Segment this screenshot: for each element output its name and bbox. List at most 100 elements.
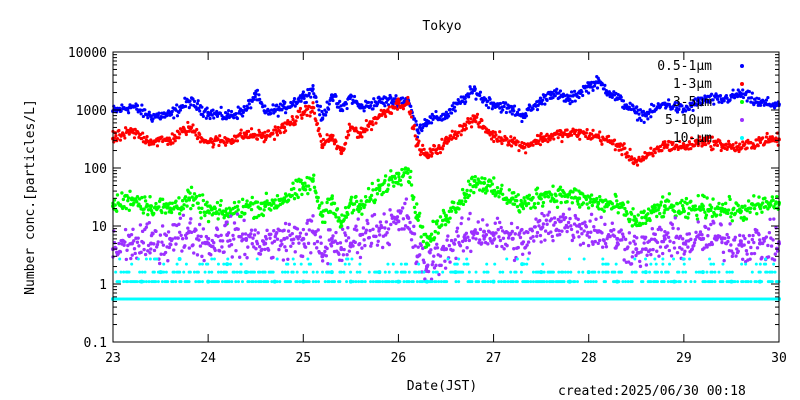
data-point: [475, 182, 480, 186]
data-point: [720, 240, 724, 245]
data-point: [455, 262, 459, 266]
data-point: [138, 280, 142, 284]
data-point: [206, 219, 211, 224]
data-point: [504, 101, 508, 105]
data-point: [300, 238, 304, 242]
data-point: [343, 262, 347, 266]
data-point: [761, 99, 766, 103]
data-point: [224, 143, 228, 147]
data-point: [566, 270, 570, 274]
data-point: [526, 280, 530, 284]
data-point: [744, 262, 748, 266]
data-point: [718, 94, 723, 98]
data-point: [243, 232, 248, 236]
data-point: [474, 270, 478, 274]
data-point: [721, 262, 725, 266]
data-point: [248, 204, 252, 208]
data-point: [537, 139, 541, 143]
data-point: [343, 233, 348, 237]
data-point: [319, 139, 323, 143]
data-point: [166, 280, 170, 284]
data-point: [362, 238, 366, 242]
data-point: [687, 232, 692, 236]
data-point: [227, 280, 231, 284]
data-point: [318, 134, 323, 138]
data-point: [333, 239, 337, 243]
data-point: [693, 238, 697, 242]
legend-label: 3-5μm: [673, 95, 712, 110]
data-point: [601, 262, 605, 266]
data-point: [551, 184, 555, 188]
data-point: [246, 129, 251, 133]
data-point: [331, 133, 335, 138]
data-point: [475, 231, 480, 236]
data-point: [302, 96, 306, 100]
data-point: [316, 195, 320, 200]
data-point: [196, 234, 200, 238]
data-point: [460, 187, 465, 192]
data-point: [151, 117, 155, 121]
data-point: [403, 270, 407, 274]
data-point: [360, 135, 364, 139]
data-point: [596, 241, 600, 246]
data-point: [436, 231, 440, 235]
data-point: [253, 228, 257, 232]
data-point: [369, 244, 373, 248]
data-point: [728, 270, 732, 274]
data-point: [138, 223, 143, 227]
data-point: [636, 213, 640, 217]
data-point: [555, 205, 560, 209]
data-point: [338, 280, 342, 284]
data-point: [500, 244, 504, 249]
data-point: [666, 231, 670, 235]
data-point: [211, 145, 215, 149]
data-point: [598, 130, 602, 134]
data-point: [680, 247, 684, 251]
data-point: [332, 142, 337, 146]
data-point: [715, 143, 720, 148]
data-point: [343, 205, 348, 210]
data-point: [596, 202, 600, 206]
data-point: [218, 203, 223, 208]
data-point: [551, 270, 555, 274]
data-point: [199, 234, 203, 239]
data-point: [207, 280, 211, 284]
data-point: [136, 236, 140, 240]
data-point: [637, 112, 641, 116]
data-point: [667, 192, 672, 196]
data-point: [256, 133, 260, 137]
data-point: [140, 195, 144, 200]
data-point: [386, 262, 390, 266]
data-point: [340, 258, 344, 263]
data-point: [166, 230, 171, 234]
data-point: [347, 249, 352, 253]
data-point: [454, 136, 458, 141]
data-point: [758, 238, 762, 242]
data-point: [512, 258, 517, 263]
data-point: [725, 232, 729, 237]
data-point: [646, 212, 650, 216]
data-point: [485, 189, 489, 193]
data-point: [303, 181, 307, 185]
data-point: [249, 228, 254, 232]
data-point: [240, 280, 244, 284]
data-point: [122, 270, 126, 274]
data-point: [440, 223, 444, 227]
data-point: [445, 238, 449, 242]
data-point: [509, 135, 513, 139]
data-point: [174, 280, 178, 284]
data-point: [531, 143, 535, 147]
data-point: [621, 99, 626, 103]
data-point: [371, 227, 375, 231]
data-point: [142, 247, 146, 252]
data-point: [144, 257, 148, 261]
data-point: [383, 226, 387, 230]
data-point: [418, 253, 422, 257]
data-point: [118, 280, 122, 284]
data-point: [461, 249, 466, 253]
data-point: [707, 140, 711, 144]
data-point: [175, 114, 180, 118]
data-point: [556, 136, 560, 140]
data-point: [540, 225, 545, 229]
data-point: [552, 216, 557, 220]
